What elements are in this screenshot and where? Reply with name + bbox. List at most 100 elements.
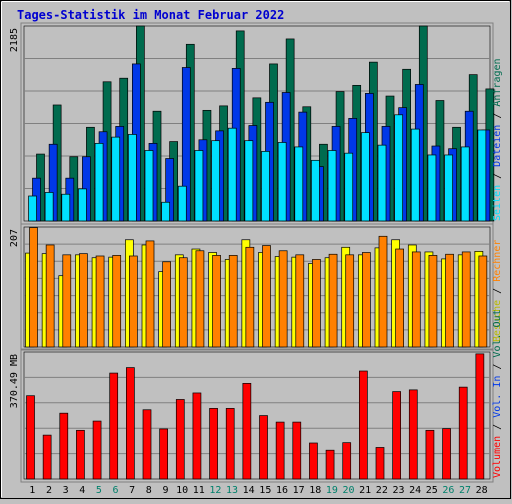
rechner-bar — [312, 259, 321, 348]
volumen-bar — [109, 372, 119, 480]
volumen-bar — [92, 420, 102, 480]
volumen-bar — [442, 428, 451, 480]
legend-separator: / — [492, 282, 503, 300]
volumen-bar — [309, 442, 318, 480]
seiten-bar — [294, 146, 304, 222]
day-label: 7 — [129, 485, 135, 496]
hits-legend: Seiten / Dateien / Anfragen — [492, 58, 503, 221]
legend-anfragen: Anfragen — [492, 58, 503, 106]
seiten-bar — [394, 114, 403, 222]
volumen-bar — [142, 409, 152, 480]
rechner-bar — [378, 235, 388, 348]
rechner-bar — [228, 255, 238, 348]
rechner-bar — [345, 254, 355, 348]
volumen-bar — [292, 421, 302, 480]
day-label: 13 — [226, 485, 238, 496]
day-label: 11 — [193, 485, 205, 496]
day-label: 22 — [376, 485, 388, 496]
volumen-bar — [59, 412, 69, 480]
day-label: 24 — [409, 485, 421, 496]
legend-seiten: Seiten — [492, 185, 503, 221]
volumen-bar — [458, 386, 468, 480]
volume-max-label: 370.49 MB — [9, 354, 20, 408]
seiten-bar — [361, 132, 370, 222]
volumen-bar — [408, 389, 418, 480]
volumen-bar — [159, 428, 168, 480]
day-label: 6 — [113, 485, 119, 496]
day-label: 21 — [359, 485, 371, 496]
legend-vol-in: Vol. In — [492, 376, 503, 418]
seiten-bar — [244, 140, 254, 222]
rechner-bar — [162, 261, 171, 348]
seiten-bar — [410, 128, 420, 222]
volumen-bar — [225, 408, 235, 480]
volume-panel-frame — [20, 348, 494, 483]
rechner-bar — [112, 255, 122, 348]
day-label: 15 — [259, 485, 271, 496]
day-label: 8 — [146, 485, 152, 496]
volumen-bar — [192, 392, 202, 480]
rechner-bar — [45, 244, 55, 348]
volumen-bar — [275, 421, 285, 480]
volumen-bar — [175, 399, 185, 480]
volumen-bar — [359, 370, 368, 480]
rechner-bar — [278, 250, 288, 348]
day-label: 2 — [46, 485, 52, 496]
seiten-bar — [177, 185, 187, 222]
day-label: 25 — [426, 485, 438, 496]
rechner-bar — [445, 253, 454, 348]
seiten-bar — [44, 192, 54, 222]
seiten-bar — [444, 154, 453, 222]
seiten-bar — [78, 188, 87, 222]
rechner-bar — [79, 253, 88, 348]
seiten-bar — [28, 195, 37, 222]
seiten-bar — [128, 134, 137, 222]
rechner-bar — [478, 255, 488, 348]
volumen-bar — [209, 408, 218, 480]
rechner-bar — [461, 251, 471, 348]
rechner-bar — [195, 250, 205, 348]
volumen-bar — [242, 383, 252, 480]
day-label: 26 — [442, 485, 454, 496]
hits-max-label: 2185 — [9, 28, 20, 52]
day-label: 16 — [276, 485, 288, 496]
rechner-bar — [411, 251, 421, 348]
legend-vol-out: Vol. Out — [492, 309, 503, 357]
seiten-bar — [61, 193, 71, 222]
day-label: 28 — [476, 485, 488, 496]
volumen-bar — [425, 429, 435, 480]
legend-separator: / — [492, 107, 503, 125]
seiten-bar — [194, 150, 204, 222]
volumen-bar — [325, 449, 335, 480]
day-label: 9 — [162, 485, 168, 496]
legend-dateien: Dateien — [492, 125, 503, 167]
day-label: 18 — [309, 485, 321, 496]
visits-panel-frame — [20, 223, 494, 351]
day-label: 19 — [326, 485, 338, 496]
seiten-bar — [111, 136, 121, 222]
rechner-bar — [395, 248, 404, 348]
rechner-bar — [262, 245, 271, 348]
volumen-bar — [259, 415, 268, 480]
rechner-bar — [62, 254, 72, 348]
rechner-bar — [178, 257, 188, 348]
legend-separator: / — [492, 358, 503, 376]
rechner-bar — [328, 253, 338, 348]
seiten-bar — [211, 140, 220, 222]
legend-rechner: Rechner — [492, 240, 503, 282]
volumen-bar — [375, 447, 385, 480]
seiten-bar — [261, 151, 270, 222]
day-label: 3 — [63, 485, 69, 496]
volumen-bar — [26, 395, 35, 480]
rechner-bar — [29, 227, 38, 348]
rechner-bar — [428, 255, 438, 348]
seiten-bar — [460, 146, 470, 222]
volumen-bar — [475, 353, 485, 480]
day-label: 17 — [293, 485, 305, 496]
legend-volumen: Volumen — [492, 436, 503, 478]
rechner-bar — [212, 255, 221, 348]
seiten-bar — [144, 150, 154, 222]
